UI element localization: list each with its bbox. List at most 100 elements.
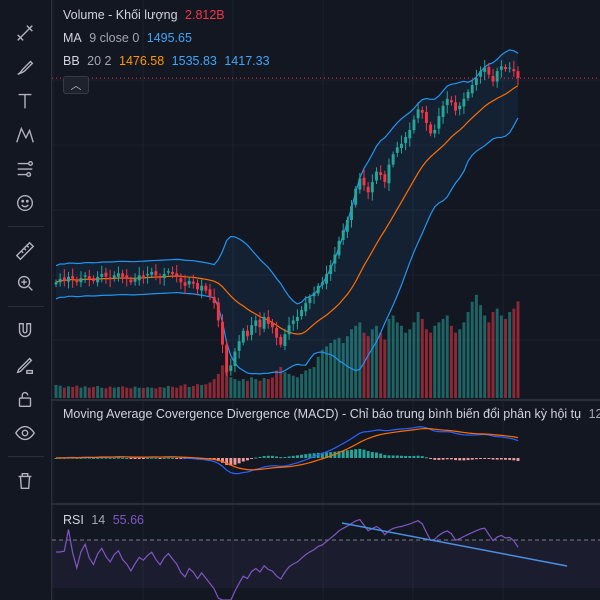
candle-body [424,112,428,124]
bb-band-fill [56,49,518,374]
macd-histogram-bar [121,457,125,459]
candle-body [358,178,362,190]
macd-histogram-bar [129,458,133,459]
chart-canvas[interactable] [52,0,600,600]
candle-body [154,271,158,276]
volume-bar [470,301,474,398]
candle-body [175,273,179,277]
candle-body [250,325,254,335]
ma-legend[interactable]: MA 9 close 0 1495.65 [63,31,196,45]
macd-legend[interactable]: Moving Average Covergence Divergence (MA… [63,407,600,421]
candle-body [474,78,478,85]
magnet-icon[interactable] [10,316,40,346]
candle-body [183,282,187,286]
emoji-icon[interactable] [10,188,40,218]
macd-histogram-bar [300,454,304,458]
candle-body [241,330,245,343]
macd-histogram-bar [312,453,316,458]
volume-bar [262,378,266,398]
candle-body [437,116,441,129]
ma-legend-label: MA [63,31,82,45]
macd-histogram-bar [358,448,362,458]
candle-body [454,102,458,111]
volume-bar [408,329,412,398]
macd-histogram-bar [466,458,470,461]
macd-histogram-bar [291,455,295,458]
macd-histogram-bar [175,458,179,459]
collapse-legend-button[interactable]: ︿ [63,76,89,94]
candle-body [491,76,495,82]
volume-bar [337,337,341,398]
volume-bar [495,308,499,398]
volume-bar [171,386,174,398]
candle-body [179,278,183,283]
macd-histogram-bar [304,454,308,458]
macd-histogram-bar [87,457,91,459]
trend-line-icon[interactable] [10,18,40,48]
zoom-in-icon[interactable] [10,268,40,298]
rsi-legend[interactable]: RSI 14 55.66 [63,513,148,527]
text-icon[interactable] [10,86,40,116]
macd-histogram-bar [474,458,478,460]
volume-legend[interactable]: Volume - Khối lượng 2.812B [63,8,229,22]
candle-body [150,271,154,275]
macd-histogram-bar [92,457,95,459]
volume-bar [445,315,449,398]
volume-bar [508,312,512,398]
volume-bar [512,308,516,398]
candle-body [479,71,482,77]
volume-bar [183,384,187,398]
lock-icon[interactable] [10,384,40,414]
brush-icon[interactable] [10,52,40,82]
volume-bar [254,379,258,398]
candle-body [429,124,433,134]
candle-body [87,276,91,279]
macd-histogram-bar [141,458,145,459]
macd-histogram-bar [375,452,378,458]
candle-body [366,186,370,193]
candle-body [362,177,366,186]
macd-histogram-bar [258,456,262,458]
bb-legend[interactable]: BB 20 2 1476.58 1535.83 1417.33 [63,54,274,68]
volume-bar [71,387,75,398]
macd-histogram-bar [424,457,428,459]
macd-histogram-bar [383,454,387,458]
candle-body [445,98,449,106]
lock-drawing-icon[interactable] [10,350,40,380]
candle-body [300,310,304,317]
ruler-icon[interactable] [10,236,40,266]
candle-body [433,130,437,134]
candle-body [92,278,95,281]
macd-histogram-bar [387,455,391,458]
volume-bar [246,380,249,398]
macd-histogram-bar [325,452,328,458]
trash-icon[interactable] [10,466,40,496]
volume-bar [387,318,391,398]
candle-body [383,174,387,182]
pattern-icon[interactable] [10,120,40,150]
candle-body [291,320,295,324]
candle-body [420,109,424,113]
macd-histogram-bar [437,458,441,460]
volume-bar [449,325,453,398]
chart-area[interactable]: Volume - Khối lượng 2.812B MA 9 close 0 … [52,0,600,600]
macd-histogram-bar [254,457,258,459]
measure-icon[interactable] [10,154,40,184]
candle-body [233,351,237,367]
volume-bar [412,322,416,398]
candle-body [283,334,287,346]
candle-body [225,344,229,373]
macd-histogram-bar [454,458,458,461]
macd-histogram-bar [125,457,129,459]
candle-body [62,277,66,281]
eye-icon[interactable] [10,418,40,448]
candle-body [254,320,258,326]
volume-bar [133,386,137,398]
macd-histogram-bar [408,456,412,458]
chevron-up-icon: ︿ [70,80,82,92]
candle-body [108,277,112,279]
macd-histogram-bar [158,458,162,459]
rsi-line [56,518,519,600]
candle-body [483,67,487,72]
macd-histogram-bar [379,453,383,458]
